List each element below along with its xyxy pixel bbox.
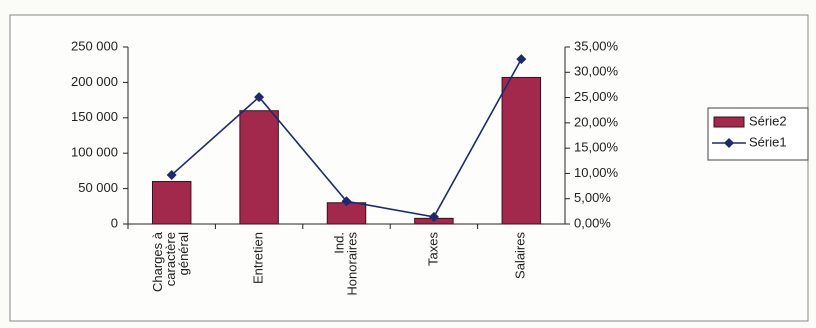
x-tick-label: Ind. (331, 232, 346, 254)
y2-tick-label: 10,00% (574, 165, 619, 180)
x-tick-label: Entretien (251, 232, 266, 284)
x-tick-label: Salaires (513, 232, 528, 279)
line-marker (254, 92, 265, 103)
legend-swatch (713, 116, 745, 128)
x-tick-label: Taxes (425, 232, 440, 266)
y-tick-label: 200 000 (71, 74, 118, 89)
x-tick-label: général (176, 232, 191, 275)
line-marker (166, 169, 177, 180)
y-tick-label: 0 (111, 215, 118, 230)
line-marker (516, 54, 527, 65)
line-marker (428, 211, 439, 222)
x-tick-label: caractère (163, 232, 178, 286)
chart-frame (9, 14, 809, 322)
y-tick-label: 50 000 (78, 180, 118, 195)
y2-tick-label: 5,00% (574, 190, 611, 205)
y2-tick-label: 25,00% (574, 89, 619, 104)
legend-label: Série2 (749, 113, 787, 128)
y-tick-label: 100 000 (71, 145, 118, 160)
line-marker (341, 196, 352, 207)
bar (239, 110, 279, 225)
legend-label: Série1 (749, 134, 787, 149)
x-tick-label: Charges à (150, 231, 165, 292)
y-tick-label: 250 000 (71, 38, 118, 53)
y2-tick-label: 15,00% (574, 140, 619, 155)
bar (151, 181, 192, 225)
y2-tick-label: 30,00% (574, 64, 619, 79)
y2-tick-label: 0,00% (574, 215, 611, 230)
x-tick-label: Honoraires (344, 232, 359, 296)
bar (501, 76, 542, 225)
legend-marker (724, 138, 734, 148)
y-tick-label: 150 000 (71, 109, 118, 124)
y2-tick-label: 35,00% (574, 38, 619, 53)
y2-tick-label: 20,00% (574, 114, 619, 129)
